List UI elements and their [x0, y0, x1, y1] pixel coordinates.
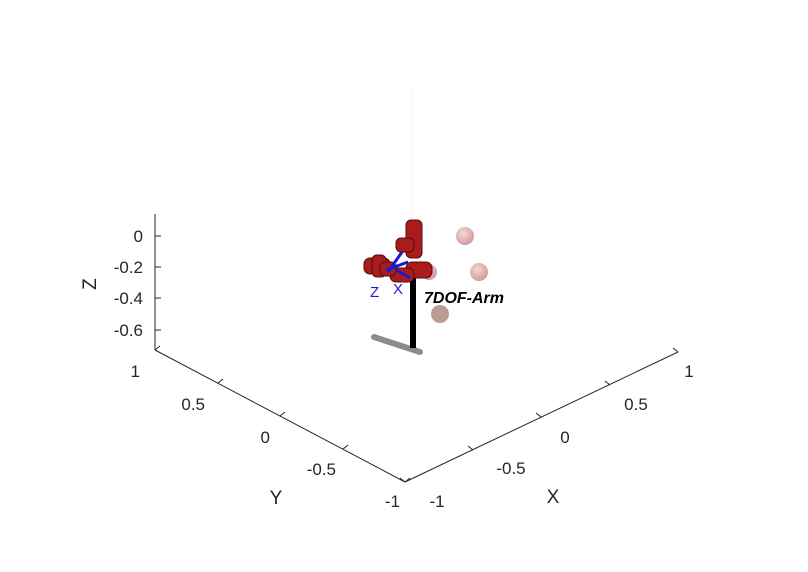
- x-tick-label: 1: [684, 362, 693, 381]
- x-tick-label: -0.5: [496, 459, 525, 478]
- frame-axis-label-z: Z: [370, 284, 379, 301]
- x-axis-label: X: [547, 487, 560, 508]
- y-tick-label: -1: [385, 492, 400, 511]
- sphere: [456, 227, 474, 245]
- sphere: [431, 305, 449, 323]
- arm-link: [395, 237, 415, 253]
- z-tick-label: 0: [134, 227, 143, 246]
- y-tick-label: 1: [131, 362, 140, 381]
- x-axis-ticks: -1 -0.5 0 0.5 1: [399, 347, 694, 511]
- y-axis-ticks: 1 0.5 0 -0.5 -1: [131, 345, 411, 511]
- frame-axis-label-x: X: [393, 281, 403, 298]
- x-tick-label: 0: [560, 428, 569, 447]
- z-axis-ticks: 0 -0.2 -0.4 -0.6: [114, 227, 161, 340]
- z-axis-label: Z: [80, 278, 101, 290]
- y-tick-label: 0.5: [181, 395, 205, 414]
- y-tick-label: 0: [261, 428, 270, 447]
- base-bar: [371, 334, 423, 355]
- y-axis-label: Y: [270, 488, 283, 509]
- x-tick-label: -1: [429, 492, 444, 511]
- z-tick-label: -0.4: [114, 289, 143, 308]
- y-tick-label: -0.5: [307, 460, 336, 479]
- z-tick-label: -0.6: [114, 321, 143, 340]
- x-tick-label: 0.5: [624, 395, 648, 414]
- sphere: [470, 263, 488, 281]
- tool-frame: [385, 251, 411, 280]
- z-tick-label: -0.2: [114, 258, 143, 277]
- robot-name-label: 7DOF-Arm: [424, 290, 504, 307]
